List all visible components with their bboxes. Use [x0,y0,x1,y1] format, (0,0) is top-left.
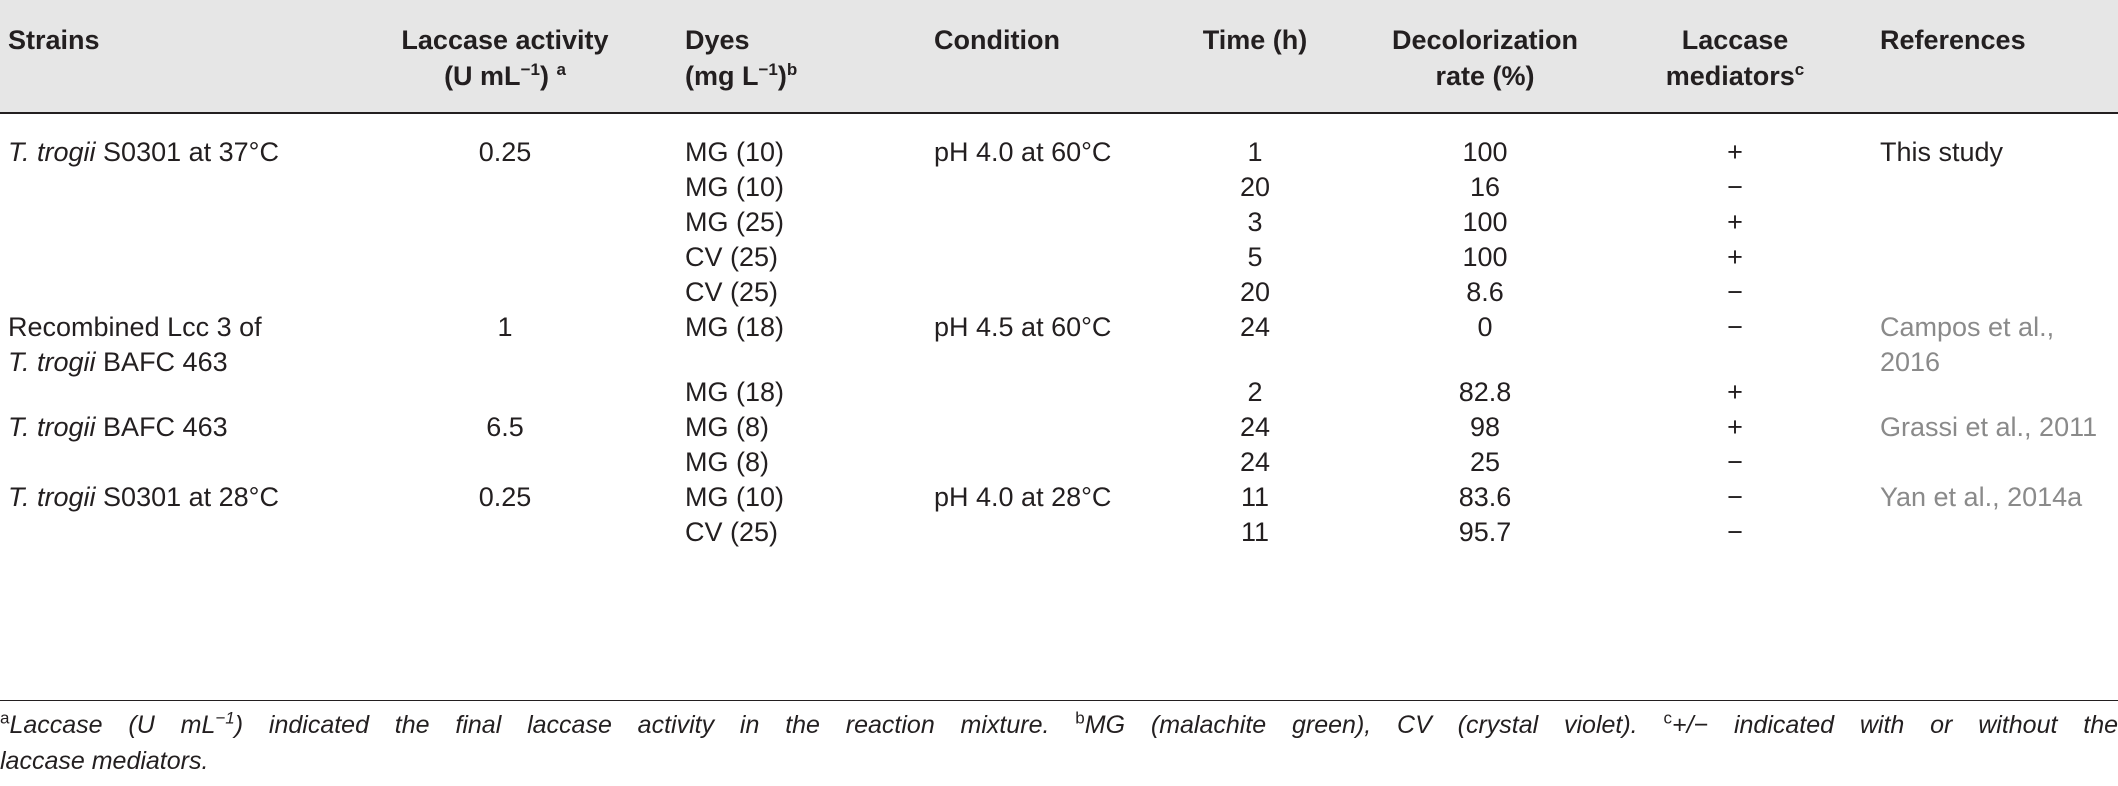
cell-reference: Yan et al., 2014a [1880,482,2083,512]
header-laccase-mediators: Laccase mediatorsc [1665,25,1805,91]
cell-dye: MG (10) [685,137,785,167]
cell-reference: Grassi et al., 2011 [1880,412,2098,442]
cell-dye: MG (18) [685,312,785,342]
cell-strain: Recombined Lcc 3 of [8,312,262,342]
cell-time: 24 [1239,312,1271,342]
cell-time: 2 [1247,377,1263,407]
cell-rate: 100 [1462,207,1508,237]
cell-mediator: − [1727,447,1743,477]
cell-mediator: + [1727,412,1743,442]
table-footnote-continuation: laccase mediators. [0,747,209,775]
cell-dye: MG (25) [685,207,785,237]
header-references: References [1880,25,2026,55]
cell-mediator: − [1727,517,1743,547]
header-time: Time (h) [1202,25,1308,55]
cell-strain: T. trogii BAFC 463 [8,412,228,442]
cell-activity: 6.5 [486,412,524,442]
cell-mediator: + [1727,377,1743,407]
cell-dye: CV (25) [685,517,779,547]
cell-condition: pH 4.0 at 60°C [934,137,1112,167]
cell-dye: MG (10) [685,172,785,202]
cell-dye: MG (8) [685,447,769,477]
header-dyes: Dyes (mg L−1)b [685,25,798,91]
cell-rate: 82.8 [1458,377,1512,407]
cell-dye: CV (25) [685,277,779,307]
cell-time: 20 [1239,277,1271,307]
cell-strain: T. trogii BAFC 463 [8,347,228,377]
header-laccase-activity: Laccase activity (U mL−1) a [401,25,609,91]
cell-mediator: − [1727,482,1743,512]
cell-dye: MG (8) [685,412,769,442]
cell-time: 11 [1240,482,1270,512]
cell-strain: T. trogii S0301 at 28°C [8,482,279,512]
cell-reference: 2016 [1880,347,1941,377]
header-strains: Strains [8,25,100,55]
table-header [0,0,2118,112]
cell-dye: CV (25) [685,242,779,272]
cell-rate: 100 [1462,242,1508,272]
table-bottom-divider [0,700,2118,701]
cell-activity: 0.25 [478,482,532,512]
cell-mediator: − [1727,277,1743,307]
cell-activity: 0.25 [478,137,532,167]
cell-rate: 95.7 [1458,517,1512,547]
cell-rate: 0 [1477,312,1493,342]
cell-rate: 16 [1469,172,1501,202]
cell-dye: MG (10) [685,482,785,512]
cell-rate: 8.6 [1466,277,1504,307]
cell-rate: 25 [1469,447,1501,477]
cell-reference: Campos et al., [1880,312,2055,342]
cell-activity: 1 [497,312,513,342]
cell-condition: pH 4.0 at 28°C [934,482,1112,512]
cell-time: 24 [1239,412,1271,442]
cell-reference: This study [1880,137,2004,167]
cell-mediator: + [1727,242,1743,272]
cell-mediator: + [1727,207,1743,237]
cell-condition: pH 4.5 at 60°C [934,312,1112,342]
table-footnotes: aLaccase (U mL−1) indicated the final la… [0,708,2118,739]
header-decolorization-rate: Decolorization rate (%) [1391,25,1579,91]
cell-time: 3 [1247,207,1263,237]
header-condition: Condition [934,25,1060,55]
cell-mediator: − [1727,172,1743,202]
cell-rate: 100 [1462,137,1508,167]
cell-time: 24 [1239,447,1271,477]
cell-time: 1 [1247,137,1263,167]
cell-dye: MG (18) [685,377,785,407]
cell-mediator: − [1727,312,1743,342]
cell-rate: 83.6 [1458,482,1512,512]
cell-time: 5 [1247,242,1263,272]
cell-time: 20 [1239,172,1271,202]
cell-mediator: + [1727,137,1743,167]
cell-strain: T. trogii S0301 at 37°C [8,137,279,167]
cell-rate: 98 [1469,412,1501,442]
header-divider [0,112,2118,114]
cell-time: 11 [1240,517,1270,547]
